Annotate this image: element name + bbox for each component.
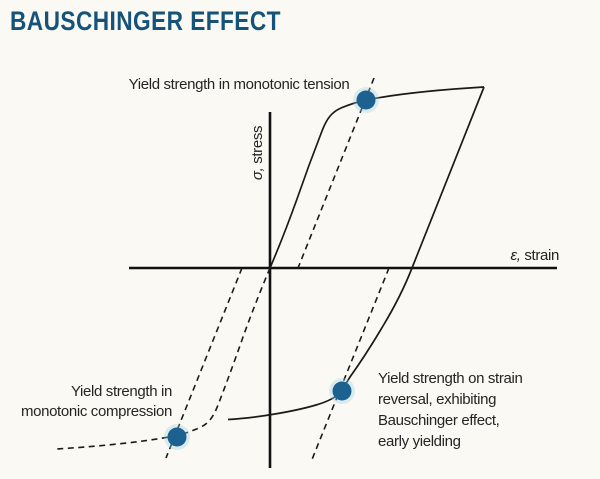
x-axis-label: ε, strain — [510, 247, 560, 264]
compression-yield-dot — [167, 427, 187, 447]
offset-line-tension-dashed — [297, 77, 375, 269]
elastic-line-reversal-dashed — [310, 267, 390, 463]
reversal-yield-label-line4: early yielding — [378, 433, 461, 450]
reversal-yield-label-line2: reversal, exhibiting — [378, 391, 497, 408]
compression-mirror-curve-dashed — [55, 267, 271, 450]
tension-curve — [269, 86, 485, 269]
y-axis-label: σ, stress — [249, 125, 266, 181]
tension-yield-label: Yield strength in monotonic tension — [128, 76, 350, 93]
page-title: BAUSCHINGER EFFECT — [10, 6, 281, 36]
compression-yield-label-line1: Yield strength in — [70, 383, 172, 400]
reversal-yield-label-line3: Bauschinger effect, — [378, 412, 500, 429]
offset-line-compression-dashed — [165, 267, 243, 459]
compression-yield-label-line2: monotonic compression — [20, 403, 172, 420]
tension-yield-dot — [356, 90, 376, 110]
reversal-yield-label: Yield strength on strain reversal, exhib… — [378, 368, 588, 452]
compression-yield-label: Yield strength in monotonic compression — [10, 382, 172, 422]
reversal-yield-label-line1: Yield strength on strain — [378, 370, 523, 387]
reversal-yield-dot — [332, 381, 352, 401]
